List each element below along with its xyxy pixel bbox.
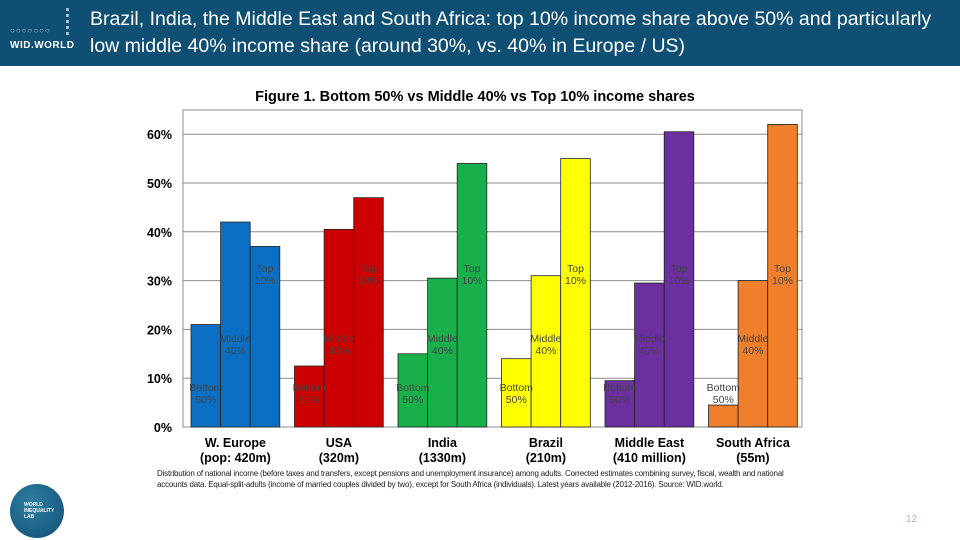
bar-usa-top-10 [353, 197, 384, 428]
bar-series-label: Bottom [293, 382, 327, 394]
bar-series-label: 10% [254, 275, 275, 287]
bar-series-label: Top [257, 263, 274, 275]
bar-series-label: Bottom [707, 382, 741, 394]
bar-series-label: 50% [402, 394, 423, 406]
bar-series-label: 10% [358, 275, 379, 287]
bar-series-label: Middle [427, 333, 458, 345]
source-note: Distribution of national income (before … [157, 469, 784, 489]
grid-layer [182, 109, 803, 428]
bar-india-top-10 [456, 163, 488, 428]
label-layer: 0%10%20%30%40%50%60%Bottom50%Middle40%To… [147, 128, 793, 465]
bar-series-label: Middle [530, 333, 561, 345]
bar-brazil-middle-40 [530, 275, 562, 428]
bar-series-label: Bottom [189, 382, 223, 394]
category-label: W. Europe [205, 436, 266, 450]
logo-dots-icon: ○○○○○○○ [10, 26, 51, 35]
bar-w-europe-middle-40 [220, 221, 251, 428]
bar-series-label: Top [774, 263, 791, 275]
bar-usa-bottom-50 [294, 365, 325, 428]
header-bar: ○○○○○○○ WID.WORLD Brazil, India, the Mid… [0, 0, 960, 66]
bar-series-label: Middle [323, 333, 354, 345]
y-tick-label: 30% [147, 275, 172, 289]
bar-series-label: 50% [713, 394, 734, 406]
bar-series-label: 40% [225, 345, 246, 357]
bar-series-label: Top [360, 263, 377, 275]
lab-logo-text: WORLD INEQUALITY LAB [24, 502, 55, 520]
category-label: (320m) [319, 451, 359, 465]
bar-india-middle-40 [427, 277, 458, 428]
category-label: Brazil [529, 436, 563, 450]
world-inequality-lab-logo[interactable]: WORLD INEQUALITY LAB [10, 484, 64, 538]
bar-south-africa-top-10 [767, 124, 798, 428]
y-tick-label: 40% [147, 226, 172, 240]
y-tick-label: 10% [147, 372, 172, 386]
bar-series-label: 50% [299, 394, 320, 406]
bar-india-bottom-50 [397, 353, 429, 428]
bar-series-label: 10% [668, 275, 689, 287]
bar-series-label: 40% [639, 345, 660, 357]
bar-series-label: 50% [195, 394, 216, 406]
bar-layer [190, 124, 798, 428]
bar-series-label: 50% [506, 394, 527, 406]
bar-south-africa-middle-40 [737, 280, 769, 428]
bar-w-europe-bottom-50 [190, 324, 222, 428]
chart-title: Figure 1. Bottom 50% vs Middle 40% vs To… [255, 89, 695, 105]
bar-series-label: Top [671, 263, 688, 275]
category-label: (210m) [526, 451, 566, 465]
slide-title: Brazil, India, the Middle East and South… [90, 8, 932, 57]
category-label: Middle East [615, 436, 685, 450]
bar-series-label: Middle [220, 333, 251, 345]
y-tick-label: 60% [147, 128, 172, 142]
category-label: (410 million) [613, 451, 686, 465]
category-label: (55m) [736, 451, 769, 465]
logo-bar-icon [66, 8, 69, 38]
bar-series-label: Bottom [396, 382, 430, 394]
bar-series-label: 10% [772, 275, 793, 287]
bar-brazil-top-10 [560, 158, 591, 428]
y-tick-label: 0% [154, 421, 172, 435]
bar-usa-middle-40 [323, 228, 355, 428]
bar-series-label: 10% [461, 275, 482, 287]
y-tick-label: 20% [147, 323, 172, 337]
bar-series-label: Top [567, 263, 584, 275]
category-label: (1330m) [419, 451, 466, 465]
bar-south-africa-bottom-50 [708, 404, 739, 428]
logo-text: WID.WORLD [10, 40, 75, 51]
y-tick-label: 50% [147, 177, 172, 191]
bar-series-label: Top [464, 263, 481, 275]
category-label: South Africa [716, 436, 791, 450]
bar-series-label: 40% [328, 345, 349, 357]
bar-series-label: 40% [432, 345, 453, 357]
category-label: (pop: 420m) [200, 451, 271, 465]
bar-series-label: 10% [565, 275, 586, 287]
wid-world-logo[interactable]: ○○○○○○○ WID.WORLD [6, 4, 75, 62]
bar-series-label: 40% [535, 345, 556, 357]
bar-middle-east-top-10 [663, 131, 695, 428]
bar-brazil-bottom-50 [501, 358, 532, 428]
bar-series-label: 50% [609, 394, 630, 406]
bar-w-europe-top-10 [249, 246, 281, 428]
bar-series-label: Bottom [500, 382, 534, 394]
category-label: India [428, 436, 458, 450]
bar-series-label: Middle [737, 333, 768, 345]
bar-series-label: Bottom [603, 382, 637, 394]
bar-series-label: 40% [742, 345, 763, 357]
category-label: USA [326, 436, 352, 450]
page-number: 12 [906, 514, 918, 525]
plot-frame [182, 109, 803, 428]
bar-series-label: Middle [634, 333, 665, 345]
